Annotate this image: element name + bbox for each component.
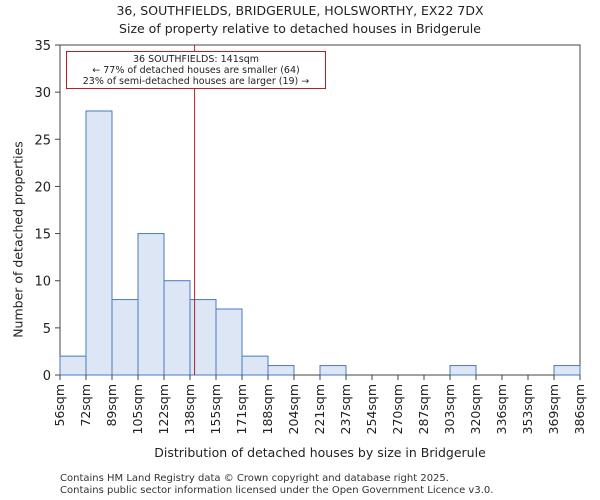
x-tick-label: 188sqm	[260, 384, 275, 434]
y-tick-label: 0	[43, 369, 51, 384]
histogram-bar	[111, 299, 139, 376]
y-tick-label: 15	[34, 228, 51, 243]
histogram-bar	[319, 365, 347, 376]
y-tick-label: 10	[34, 275, 51, 290]
histogram-bar	[241, 355, 269, 376]
x-tick-label: 56sqm	[52, 384, 67, 427]
x-tick-label: 138sqm	[182, 384, 197, 434]
x-tick-label: 72sqm	[78, 384, 93, 427]
histogram-bar	[85, 110, 113, 376]
histogram-bar	[267, 365, 295, 376]
annotation-line-3: 23% of semi-detached houses are larger (…	[82, 76, 310, 87]
y-tick-label: 35	[34, 39, 51, 54]
y-tick-label: 25	[34, 133, 51, 148]
x-tick-label: 105sqm	[130, 384, 145, 434]
x-tick-label: 204sqm	[286, 384, 301, 434]
y-tick-label: 20	[34, 180, 51, 195]
histogram-bar	[553, 365, 581, 376]
y-axis-label: Number of detached properties	[10, 141, 26, 338]
histogram-bar	[189, 299, 217, 376]
x-tick-label: 303sqm	[442, 384, 457, 434]
x-tick-label: 270sqm	[390, 384, 405, 434]
chart-title: 36, SOUTHFIELDS, BRIDGERULE, HOLSWORTHY,…	[116, 3, 484, 18]
x-tick-label: 122sqm	[156, 384, 171, 434]
histogram-bar	[449, 365, 477, 376]
x-tick-label: 287sqm	[416, 384, 431, 434]
x-tick-label: 155sqm	[208, 384, 223, 434]
x-tick-label: 320sqm	[468, 384, 483, 434]
histogram-bar	[59, 355, 87, 376]
y-tick-label: 30	[34, 86, 51, 101]
x-tick-label: 386sqm	[572, 384, 587, 434]
annotation-line-2: ← 77% of detached houses are smaller (64…	[92, 65, 300, 76]
histogram-bar	[163, 280, 191, 376]
histogram-bar	[215, 308, 243, 376]
x-tick-label: 221sqm	[312, 384, 327, 434]
x-tick-label: 89sqm	[104, 384, 119, 427]
x-tick-label: 336sqm	[494, 384, 509, 434]
x-tick-label: 353sqm	[520, 384, 535, 434]
histogram-bar	[137, 233, 165, 376]
footer-line-1: Contains HM Land Registry data © Crown c…	[60, 473, 449, 484]
x-tick-label: 171sqm	[234, 384, 249, 434]
x-tick-label: 369sqm	[546, 384, 561, 434]
y-tick-label: 5	[43, 322, 51, 337]
x-axis-label: Distribution of detached houses by size …	[154, 445, 486, 460]
property-annotation-box: 36 SOUTHFIELDS: 141sqm ← 77% of detached…	[66, 51, 326, 89]
x-tick-label: 254sqm	[364, 384, 379, 434]
chart-subtitle: Size of property relative to detached ho…	[119, 21, 481, 36]
x-tick-label: 237sqm	[338, 384, 353, 434]
annotation-line-1: 36 SOUTHFIELDS: 141sqm	[132, 54, 259, 65]
footer-line-2: Contains public sector information licen…	[60, 485, 494, 496]
